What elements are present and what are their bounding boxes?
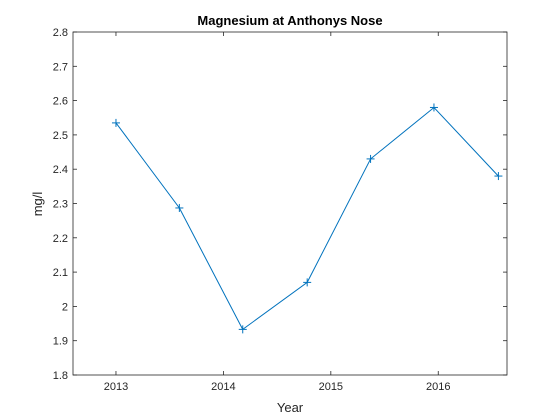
- y-tick-label: 1.9: [53, 336, 68, 348]
- data-point-marker: [111, 118, 120, 127]
- data-point-marker: [303, 278, 312, 287]
- series-group: [111, 103, 503, 334]
- y-tick-label: 2.4: [53, 164, 68, 176]
- y-tick-label: 2.2: [53, 233, 68, 245]
- x-tick-label: 2015: [319, 381, 343, 393]
- x-tick-label: 2016: [426, 381, 450, 393]
- y-tick-label: 2.7: [53, 61, 68, 73]
- y-tick-label: 2: [62, 301, 68, 313]
- y-tick-label: 1.8: [53, 370, 68, 382]
- x-tick-label: 2014: [211, 381, 235, 393]
- y-tick-label: 2.6: [53, 96, 68, 108]
- data-point-marker: [238, 325, 247, 334]
- data-point-marker: [175, 203, 184, 212]
- y-tick-label: 2.8: [53, 27, 68, 39]
- chart-title: Magnesium at Anthonys Nose: [197, 13, 382, 28]
- tick-labels: 2013 2014 2015 2016 1.8 1.9 2 2.1 2.2 2.3 2.4 2.5 2.…: [53, 27, 451, 393]
- x-tick-label: 2013: [104, 381, 128, 393]
- data-point-marker: [494, 172, 503, 181]
- y-axis-label: mg/l: [30, 192, 45, 217]
- y-tick-label: 2.3: [53, 199, 68, 211]
- plot-area: [72, 31, 508, 376]
- data-point-marker: [429, 103, 438, 112]
- y-tick-label: 2.5: [53, 130, 68, 142]
- x-axis-label: Year: [277, 400, 304, 415]
- y-tick-label: 2.1: [53, 267, 68, 279]
- data-point-marker: [366, 154, 375, 163]
- tick-marks: [73, 31, 507, 376]
